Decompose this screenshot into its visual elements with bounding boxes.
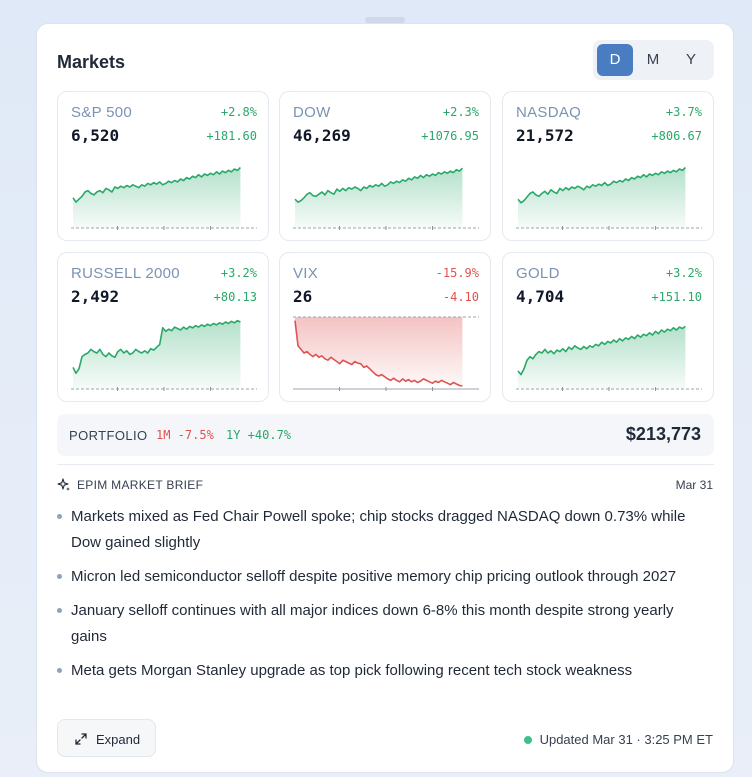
tile-pct: +3.7% bbox=[665, 105, 702, 119]
tile-pct: +3.2% bbox=[665, 266, 702, 280]
tile-name: NASDAQ bbox=[516, 104, 582, 121]
brief-item-text: Micron led semiconductor selloff despite… bbox=[71, 568, 677, 585]
tile-value: 21,572 bbox=[516, 126, 574, 145]
tile-pct: -15.9% bbox=[435, 266, 479, 280]
expand-button[interactable]: Expand bbox=[57, 719, 156, 757]
bullet-dot bbox=[57, 608, 62, 613]
brief-item-text: Meta gets Morgan Stanley upgrade as top … bbox=[71, 662, 633, 679]
tile-pct: +2.8% bbox=[220, 105, 257, 119]
range-selector: D M Y bbox=[593, 40, 714, 80]
portfolio-label: PORTFOLIO bbox=[69, 428, 148, 443]
sparkline bbox=[516, 325, 702, 391]
brief-title: EPIM MARKET BRIEF bbox=[77, 478, 204, 492]
tile-dow[interactable]: DOW +2.3% 46,269 +1076.95 bbox=[279, 91, 491, 241]
tile-change: +1076.95 bbox=[421, 129, 479, 143]
tile-change: +80.13 bbox=[213, 290, 257, 304]
tile-value: 2,492 bbox=[71, 287, 120, 306]
range-tab-day[interactable]: D bbox=[597, 44, 633, 76]
sparkline bbox=[71, 166, 257, 230]
portfolio-bar[interactable]: PORTFOLIO 1M -7.5% 1Y +40.7% $213,773 bbox=[57, 414, 714, 456]
expand-icon bbox=[75, 733, 87, 745]
drag-handle[interactable] bbox=[365, 17, 405, 23]
sparkline-line bbox=[294, 167, 463, 203]
divider bbox=[57, 464, 714, 465]
range-tab-year[interactable]: Y bbox=[685, 51, 696, 68]
tile-pct: +3.2% bbox=[220, 266, 257, 280]
sparkline bbox=[293, 167, 479, 230]
sparkline bbox=[71, 319, 257, 391]
brief-item-text: Markets mixed as Fed Chair Powell spoke;… bbox=[71, 508, 686, 551]
tile-vix[interactable]: VIX -15.9% 26 -4.10 bbox=[279, 252, 491, 402]
tile-change: +151.10 bbox=[651, 290, 702, 304]
tile-pct: +2.3% bbox=[442, 105, 479, 119]
tile-russell-2000[interactable]: RUSSELL 2000 +3.2% 2,492 +80.13 bbox=[57, 252, 269, 402]
brief-list: Markets mixed as Fed Chair Powell spoke;… bbox=[57, 504, 697, 692]
tile-name: S&P 500 bbox=[71, 104, 133, 121]
sparkline-area bbox=[73, 167, 241, 228]
tile-change: -4.10 bbox=[442, 290, 479, 304]
sparkline-area bbox=[295, 317, 463, 387]
brief-item: Markets mixed as Fed Chair Powell spoke;… bbox=[57, 504, 697, 556]
tile-change: +181.60 bbox=[206, 129, 257, 143]
sparkline bbox=[293, 316, 479, 391]
tile-gold[interactable]: GOLD +3.2% 4,704 +151.10 bbox=[502, 252, 714, 402]
bullet-dot bbox=[57, 574, 62, 579]
sparkle-icon bbox=[57, 478, 70, 491]
updated-status: Updated Mar 31 · 3:25 PM ET bbox=[523, 732, 713, 747]
markets-card: Markets D M Y S&P 500 +2.8% 6,520 +181.6… bbox=[36, 23, 734, 773]
brief-item: January selloff continues with all major… bbox=[57, 598, 697, 650]
tile-change: +806.67 bbox=[651, 129, 702, 143]
range-tab-month[interactable]: M bbox=[646, 51, 660, 68]
sparkline bbox=[516, 166, 702, 230]
card-title: Markets bbox=[57, 52, 126, 72]
tile-value: 6,520 bbox=[71, 126, 120, 145]
sparkline-line bbox=[517, 325, 686, 376]
portfolio-year-change: 1Y +40.7% bbox=[226, 428, 292, 442]
tile-name: GOLD bbox=[516, 265, 560, 282]
expand-label: Expand bbox=[96, 732, 141, 747]
sparkline-line bbox=[72, 166, 241, 203]
brief-header: EPIM MARKET BRIEF bbox=[57, 478, 203, 492]
bullet-dot bbox=[57, 514, 62, 519]
brief-item: Meta gets Morgan Stanley upgrade as top … bbox=[57, 658, 697, 684]
sparkline-line bbox=[294, 320, 463, 387]
tile-name: RUSSELL 2000 bbox=[71, 265, 180, 282]
tile-name: VIX bbox=[293, 265, 319, 282]
bullet-dot bbox=[57, 668, 62, 673]
sparkline-line bbox=[72, 319, 241, 374]
tile-value: 26 bbox=[293, 287, 313, 306]
sparkline-line bbox=[517, 166, 686, 204]
brief-date: Mar 31 bbox=[675, 478, 713, 492]
sparkline-area bbox=[295, 168, 463, 228]
tile-value: 4,704 bbox=[516, 287, 565, 306]
tile-nasdaq[interactable]: NASDAQ +3.7% 21,572 +806.67 bbox=[502, 91, 714, 241]
tile-value: 46,269 bbox=[293, 126, 351, 145]
sparkline-area bbox=[518, 326, 686, 389]
live-indicator bbox=[523, 735, 532, 744]
sparkline-area bbox=[518, 167, 686, 228]
brief-item-text: January selloff continues with all major… bbox=[71, 602, 674, 645]
updated-text: Updated Mar 31 · 3:25 PM ET bbox=[539, 732, 713, 747]
tile-sp500[interactable]: S&P 500 +2.8% 6,520 +181.60 bbox=[57, 91, 269, 241]
portfolio-month-change: 1M -7.5% bbox=[156, 428, 214, 442]
sparkline-area bbox=[73, 320, 241, 389]
brief-item: Micron led semiconductor selloff despite… bbox=[57, 564, 697, 590]
tile-name: DOW bbox=[293, 104, 331, 121]
portfolio-total: $213,773 bbox=[625, 424, 701, 444]
